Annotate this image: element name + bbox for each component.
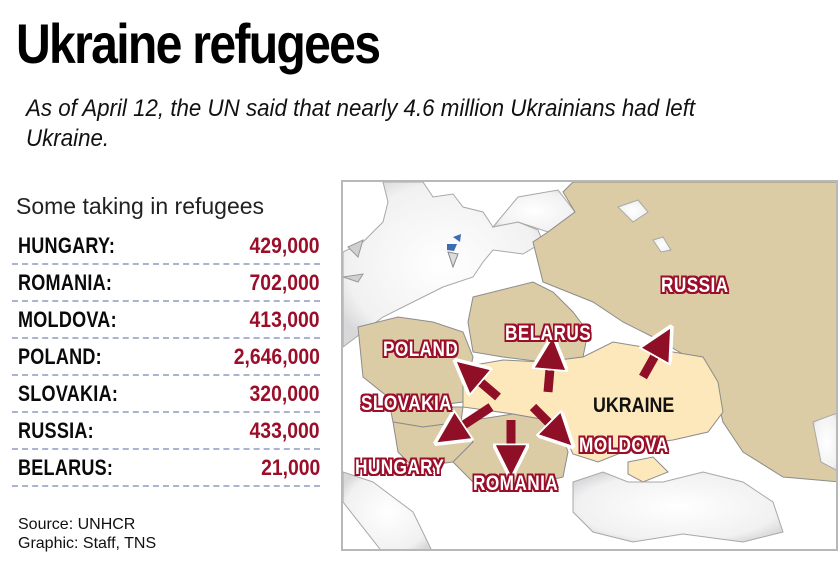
refugee-count: 429,000	[250, 233, 320, 258]
country-name: MOLDOVA:	[18, 307, 117, 332]
country-name: ROMANIA:	[18, 270, 113, 295]
black-sea	[572, 471, 784, 543]
table-row: POLAND: 2,646,000	[12, 339, 320, 376]
refugee-count: 21,000	[260, 455, 320, 480]
label-hungary: HUNGARY	[355, 456, 445, 479]
map-graphic	[343, 182, 836, 549]
table-row: RUSSIA: 433,000	[12, 413, 320, 450]
country-name: RUSSIA:	[18, 418, 94, 443]
refugee-table: HUNGARY: 429,000 ROMANIA: 702,000 MOLDOVA:…	[12, 228, 320, 487]
refugee-count: 320,000	[250, 381, 320, 406]
country-name: BELARUS:	[18, 455, 114, 480]
refugee-count: 413,000	[250, 307, 320, 332]
table-row: HUNGARY: 429,000	[12, 228, 320, 265]
table-row: BELARUS: 21,000	[12, 450, 320, 487]
baltic-sea	[343, 182, 544, 348]
table-row: SLOVAKIA: 320,000	[12, 376, 320, 413]
country-name: POLAND:	[18, 344, 102, 369]
graphic-credit: Graphic: Staff, TNS	[18, 535, 157, 552]
refugee-count: 702,000	[250, 270, 320, 295]
refugee-count: 2,646,000	[233, 344, 320, 369]
country-name: HUNGARY:	[18, 233, 116, 258]
label-moldova: MOLDOVA	[579, 434, 669, 457]
refugee-map: RUSSIA BELARUS POLAND SLOVAKIA HUNGARY R…	[341, 180, 838, 551]
refugee-count: 433,000	[250, 418, 320, 443]
label-russia: RUSSIA	[661, 274, 729, 297]
subtitle: As of April 12, the UN said that nearly …	[26, 95, 696, 152]
country-name: SLOVAKIA:	[18, 381, 119, 406]
label-ukraine: UKRAINE	[593, 394, 675, 417]
table-title: Some taking in refugees	[16, 193, 265, 219]
label-belarus: BELARUS	[505, 322, 592, 345]
table-row: ROMANIA: 702,000	[12, 265, 320, 302]
label-romania: ROMANIA	[473, 472, 559, 495]
source-credit: Source: UNHCR Graphic: Staff, TNS	[18, 515, 156, 553]
page-title: Ukraine refugees	[16, 12, 381, 75]
migration-arrows	[453, 345, 661, 457]
table-row: MOLDOVA: 413,000	[12, 302, 320, 339]
label-slovakia: SLOVAKIA	[361, 392, 452, 415]
label-poland: POLAND	[383, 338, 459, 361]
source-text: Source: UNHCR	[18, 516, 136, 533]
